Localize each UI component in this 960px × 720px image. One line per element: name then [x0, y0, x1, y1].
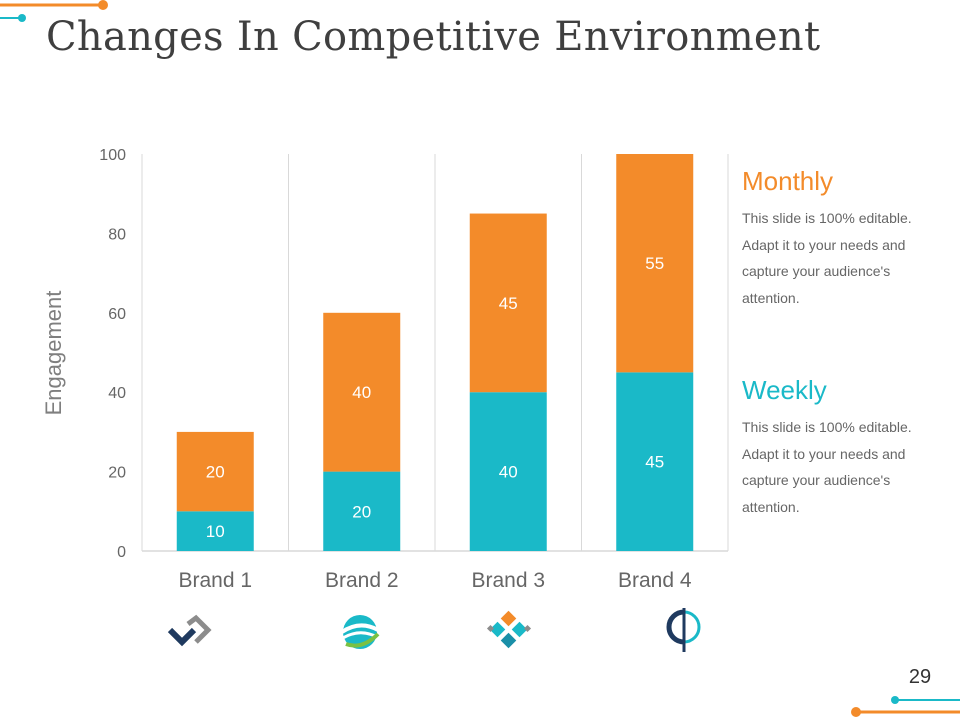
data-label: 20 — [206, 463, 225, 482]
data-label: 55 — [645, 254, 664, 273]
brand-2-logo — [340, 615, 380, 649]
monthly-description: This slide is 100% editable. Adapt it to… — [742, 210, 912, 306]
x-category-label: Brand 2 — [325, 569, 399, 592]
monthly-heading: Monthly — [742, 166, 834, 196]
bar-monthly — [616, 154, 694, 373]
y-tick-label: 60 — [108, 306, 126, 323]
bar-weekly — [616, 372, 694, 551]
bar-monthly — [176, 431, 254, 512]
top-left-decoration — [0, 0, 108, 22]
brand-3-logo — [486, 610, 532, 649]
x-category-label: Brand 1 — [178, 569, 252, 592]
monthly-note: Monthly This slide is 100% editable. Ada… — [742, 166, 942, 311]
page-number: 29 — [908, 666, 932, 688]
weekly-heading: Weekly — [742, 375, 827, 405]
data-label: 20 — [352, 502, 371, 521]
slide-title: Changes In Competitive Environment — [46, 14, 821, 60]
data-label: 40 — [352, 383, 371, 402]
data-label: 10 — [206, 522, 225, 541]
data-label: 45 — [499, 294, 518, 313]
y-tick-label: 40 — [108, 385, 126, 402]
bar-weekly — [323, 471, 401, 551]
y-tick-label: 80 — [108, 226, 126, 243]
weekly-description: This slide is 100% editable. Adapt it to… — [742, 419, 912, 515]
bar-monthly — [323, 312, 401, 472]
y-axis-label: Engagement — [41, 290, 66, 416]
data-label: 40 — [499, 463, 518, 482]
weekly-note: Weekly This slide is 100% editable. Adap… — [742, 375, 942, 520]
bar-weekly — [176, 511, 254, 551]
y-tick-label: 20 — [108, 465, 126, 482]
x-category-label: Brand 4 — [618, 569, 692, 592]
brand-4-logo — [666, 608, 701, 652]
y-tick-label: 0 — [117, 544, 126, 561]
bottom-right-decoration — [851, 696, 960, 717]
brand-1-logo — [167, 614, 212, 647]
y-tick-label: 100 — [99, 147, 126, 164]
bar-monthly — [469, 213, 547, 393]
data-label: 45 — [645, 453, 664, 472]
x-category-label: Brand 3 — [471, 569, 545, 592]
bar-weekly — [469, 392, 547, 551]
